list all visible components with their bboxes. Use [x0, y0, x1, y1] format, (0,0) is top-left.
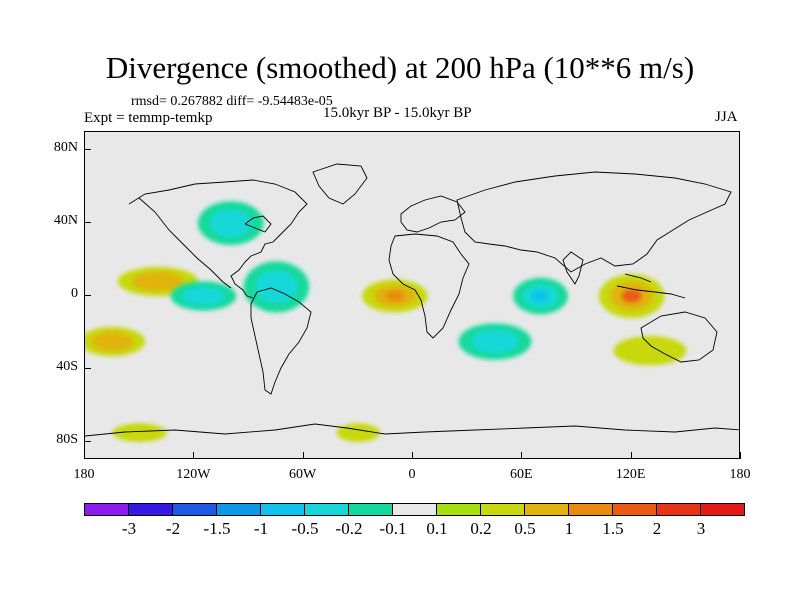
contour-central-pacific-negative-1 — [182, 286, 225, 306]
colorbar-label: 0.5 — [514, 519, 536, 538]
lat-tick-label: 40S — [56, 358, 78, 374]
colorbar-label: 3 — [696, 519, 706, 538]
lon-tick-mark — [302, 452, 304, 459]
lon-tick-label: 60W — [289, 467, 317, 482]
lon-tick-mark — [740, 452, 741, 459]
lon-tick-label: 120E — [615, 467, 646, 482]
colorbar-label: -1 — [253, 519, 269, 538]
colorbar-label: -0.5 — [291, 519, 319, 538]
contour-central-america-negative-1 — [255, 270, 298, 304]
colorbar-swatch — [524, 503, 569, 516]
colorbar-swatch — [348, 503, 393, 516]
colorbar-swatch — [436, 503, 481, 516]
lon-tick-label: 60E — [510, 467, 533, 482]
contour-south-pacific-positive-1 — [91, 332, 134, 352]
lat-tick-label: 80S — [56, 431, 78, 447]
lat-tick-mark — [84, 367, 91, 369]
plot-title: Divergence (smoothed) at 200 hPa (10**6 … — [105, 50, 695, 85]
rmsd-stats: rmsd= 0.267882 diff= -9.54483e-05 — [131, 94, 333, 109]
colorbar-swatch — [216, 503, 261, 516]
colorbar-label: -0.2 — [335, 519, 363, 538]
season-label: JJA — [715, 109, 738, 125]
lon-tick-label: 180 — [73, 467, 95, 482]
colorbar — [84, 503, 745, 516]
contour-antarctic-positive-atlantic-1 — [344, 426, 373, 439]
lat-tick-label: 40N — [53, 213, 78, 229]
colorbar-label: 0.2 — [470, 519, 492, 538]
contour-tropical-atlantic-positive-2 — [384, 291, 405, 301]
colorbar-swatch — [656, 503, 701, 516]
divergence-map — [84, 131, 740, 459]
colorbar-swatch — [84, 503, 129, 516]
lat-tick-mark — [84, 295, 91, 296]
colorbar-swatch — [392, 503, 437, 516]
lon-tick-mark — [84, 452, 85, 459]
lon-tick-mark — [193, 452, 195, 459]
contour-australia-positive-1 — [626, 341, 674, 361]
lon-tick-label: 0 — [408, 467, 416, 482]
lat-tick-mark — [84, 149, 91, 151]
colorbar-swatch — [700, 503, 745, 516]
lon-tick-label: 120W — [176, 467, 211, 482]
contour-antarctic-positive-pacific-1 — [121, 426, 158, 439]
colorbar-swatch — [128, 503, 173, 516]
period-label: 15.0kyr BP - 15.0kyr BP — [323, 105, 472, 121]
colorbar-swatch — [480, 503, 525, 516]
contour-maritime-continent-positive-2 — [621, 289, 642, 303]
colorbar-label: 1 — [564, 519, 574, 538]
colorbar-swatch — [260, 503, 305, 516]
lon-tick-label: 180 — [729, 467, 751, 482]
colorbar-label: -0.1 — [379, 519, 407, 538]
colorbar-swatch — [172, 503, 217, 516]
lat-tick-mark — [84, 222, 91, 224]
experiment-label: Expt = temmp-temkp — [84, 110, 213, 126]
contour-north-america-negative-1 — [209, 208, 253, 238]
lat-tick-label: 0 — [71, 286, 78, 301]
lon-tick-mark — [521, 452, 523, 459]
colorbar-swatch — [568, 503, 613, 516]
colorbar-label: 2 — [652, 519, 662, 538]
colorbar-label: 1.5 — [602, 519, 624, 538]
colorbar-label: 0.1 — [426, 519, 448, 538]
map-canvas — [85, 132, 739, 458]
colorbar-label: -2 — [165, 519, 181, 538]
lon-tick-mark — [412, 452, 413, 459]
contour-south-indian-negative-1 — [471, 329, 519, 354]
contour-east-pacific-positive-1 — [131, 271, 184, 291]
colorbar-swatch — [304, 503, 349, 516]
colorbar-swatch — [612, 503, 657, 516]
lat-tick-mark — [84, 440, 91, 442]
lon-tick-mark — [630, 452, 632, 459]
colorbar-label: -1.5 — [203, 519, 231, 538]
lat-tick-label: 80N — [53, 140, 78, 156]
coastlines — [85, 163, 739, 437]
contour-indian-ocean-negative-2 — [532, 290, 549, 302]
colorbar-label: -3 — [121, 519, 137, 538]
